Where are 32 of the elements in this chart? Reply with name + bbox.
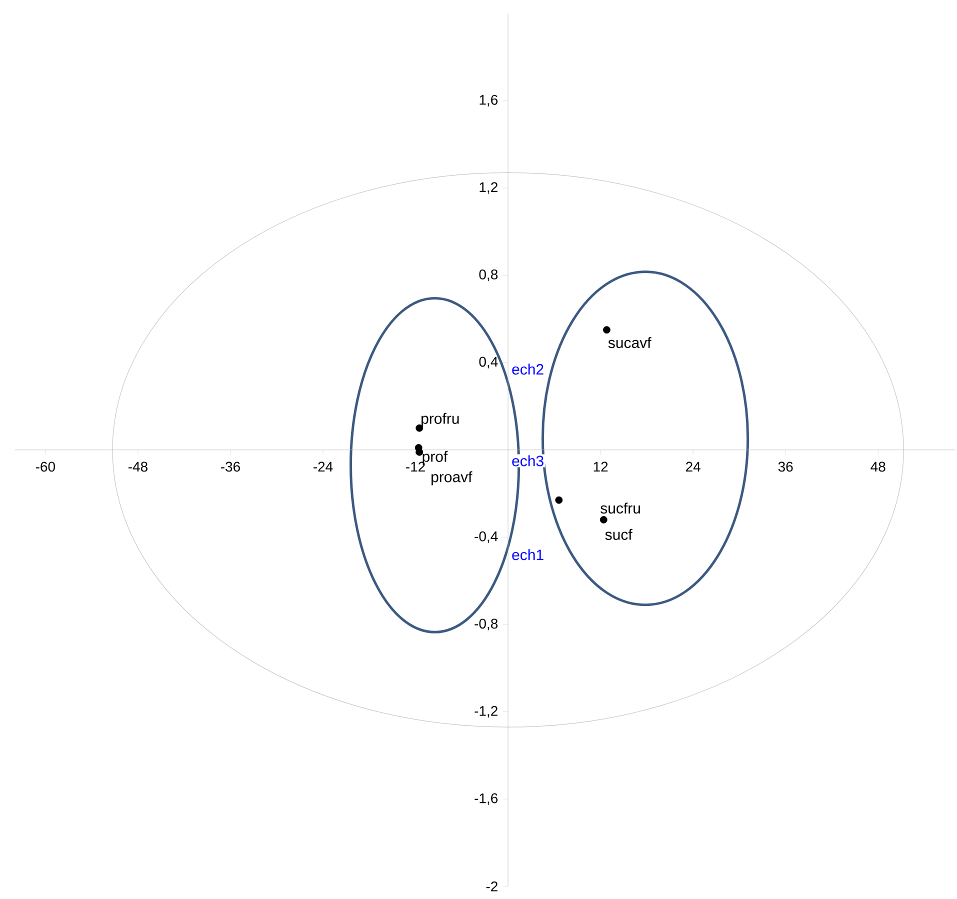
x-tick-label: -48 xyxy=(128,462,148,472)
annotation: ech1 xyxy=(512,549,544,560)
y-tick-label: -0,8 xyxy=(474,618,498,630)
x-tick-label: 48 xyxy=(870,462,886,472)
x-tick-label: -24 xyxy=(314,462,333,472)
point xyxy=(603,326,610,334)
series-label: sucf xyxy=(605,529,632,540)
x-tick-label: -36 xyxy=(220,462,240,472)
y-tick-label: -2 xyxy=(486,882,498,892)
x-tick-label: 36 xyxy=(778,462,793,472)
series-label: prof xyxy=(422,451,448,465)
x-tick-label: -12 xyxy=(406,462,425,472)
x-tick-label: 12 xyxy=(594,462,608,472)
y-tick-label: -0,4 xyxy=(474,531,498,544)
point xyxy=(600,516,608,524)
point xyxy=(416,448,424,456)
series-label: sucavf xyxy=(608,337,652,348)
y-tick-label: -1,2 xyxy=(474,706,498,718)
y-tick-label: 0,8 xyxy=(479,270,498,282)
annotation: ech3 xyxy=(512,455,544,466)
point xyxy=(416,424,424,432)
x-tick-label: -60 xyxy=(36,462,56,472)
x-tick-label: 24 xyxy=(686,462,700,472)
annotation: ech2 xyxy=(512,364,544,375)
y-tick-label: 1,2 xyxy=(480,182,498,194)
series-label: proavf xyxy=(432,471,472,486)
y-tick-label: -1,6 xyxy=(474,793,498,805)
series-label: profru xyxy=(422,412,459,427)
y-tick-label: 1,6 xyxy=(480,94,498,107)
y-tick-label: 0,4 xyxy=(479,356,498,368)
text: sucfru xyxy=(600,502,640,514)
point xyxy=(555,496,563,504)
